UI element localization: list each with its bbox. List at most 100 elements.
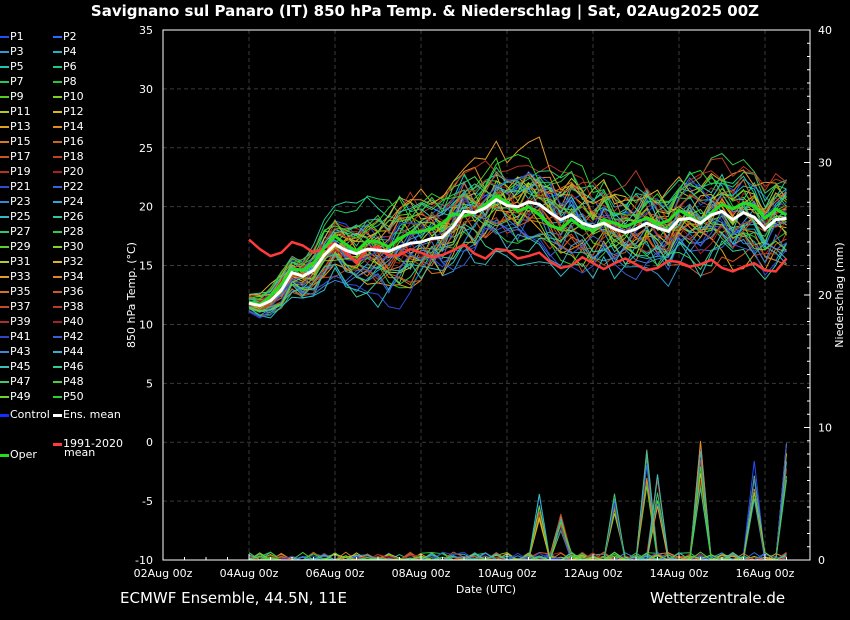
precip-line <box>249 466 787 561</box>
legend-item-p7: P7 <box>0 75 24 89</box>
legend-item-p15: P15 <box>0 135 31 149</box>
member-line <box>248 223 787 319</box>
legend-item-p39: P39 <box>0 315 31 329</box>
legend-swatch <box>0 336 9 338</box>
legend-item-p44: P44 <box>53 345 84 359</box>
legend-item-p33: P33 <box>0 270 31 284</box>
legend-item-p20: P20 <box>53 165 84 179</box>
legend-item-p32: P32 <box>53 255 84 269</box>
x-tick-label: 12Aug 00z <box>564 567 623 580</box>
legend-swatch <box>0 321 9 323</box>
legend-label: P44 <box>63 345 84 358</box>
legend-swatch <box>53 111 62 113</box>
legend-swatch <box>0 396 9 398</box>
legend-item-oper: Oper <box>0 448 37 462</box>
y-tick-label-right: 30 <box>818 157 832 170</box>
legend-item-p8: P8 <box>53 75 77 89</box>
legend-swatch <box>53 66 62 68</box>
legend-item-p23: P23 <box>0 195 31 209</box>
legend-label: Ens. mean <box>63 408 121 421</box>
legend-item-p49: P49 <box>0 390 31 404</box>
y-tick-label-right: 20 <box>818 289 832 302</box>
y-tick-label-left: 25 <box>139 142 153 155</box>
legend-item-p5: P5 <box>0 60 24 74</box>
x-tick-label: 02Aug 00z <box>134 567 193 580</box>
legend-label: P3 <box>10 45 24 58</box>
legend-item-p26: P26 <box>53 210 84 224</box>
legend-label: P24 <box>63 195 84 208</box>
y-tick-label-right: 40 <box>818 24 832 37</box>
legend-label: P36 <box>63 285 84 298</box>
legend-swatch <box>0 231 9 233</box>
y-tick-label-left: 35 <box>139 24 153 37</box>
legend-swatch <box>0 186 9 188</box>
legend-label: P15 <box>10 135 31 148</box>
legend-swatch <box>0 81 9 83</box>
legend-label: P49 <box>10 390 31 403</box>
footer-site: Wetterzentrale.de <box>650 589 786 607</box>
legend-swatch <box>53 351 62 353</box>
legend-swatch <box>53 336 62 338</box>
legend-swatch <box>0 351 9 353</box>
legend-swatch <box>53 276 62 278</box>
member-line <box>248 170 787 295</box>
legend-swatch <box>53 51 62 53</box>
legend-swatch <box>53 216 62 218</box>
member-line <box>248 205 787 311</box>
legend-item-p18: P18 <box>53 150 84 164</box>
legend-label-climate-mean: mean <box>64 446 96 459</box>
legend-swatch <box>53 141 62 143</box>
legend-item-p36: P36 <box>53 285 84 299</box>
legend-item-p6: P6 <box>53 60 77 74</box>
legend-item-p31: P31 <box>0 255 31 269</box>
x-tick-label: 06Aug 00z <box>306 567 365 580</box>
legend-swatch <box>0 51 9 53</box>
precip-line <box>249 451 787 561</box>
x-tick-label: 04Aug 00z <box>220 567 279 580</box>
legend-label: P21 <box>10 180 31 193</box>
legend-item-p17: P17 <box>0 150 31 164</box>
legend-label: P39 <box>10 315 31 328</box>
legend-label: P16 <box>63 135 84 148</box>
legend-item-p16: P16 <box>53 135 84 149</box>
legend-item-p43: P43 <box>0 345 31 359</box>
legend-swatch <box>53 246 62 248</box>
x-tick-label: 08Aug 00z <box>392 567 451 580</box>
legend-swatch <box>53 261 62 263</box>
y-tick-label-left: 0 <box>146 436 153 449</box>
y-tick-label-left: -5 <box>142 495 153 508</box>
legend-item-p14: P14 <box>53 120 84 134</box>
legend-label: P32 <box>63 255 84 268</box>
legend-swatch <box>53 396 62 398</box>
legend-item-p24: P24 <box>53 195 84 209</box>
legend-item-p30: P30 <box>53 240 84 254</box>
y-axis-label-right: Niederschlag (mm) <box>833 242 846 347</box>
legend-swatch <box>0 306 9 308</box>
y-tick-label-right: 10 <box>818 422 832 435</box>
legend-item-climate: 1991-2020 <box>53 437 123 451</box>
legend-item-p10: P10 <box>53 90 84 104</box>
legend-swatch <box>0 381 9 383</box>
legend-swatch <box>0 246 9 248</box>
legend-label: P48 <box>63 375 84 388</box>
legend-item-p42: P42 <box>53 330 84 344</box>
legend-item-p28: P28 <box>53 225 84 239</box>
legend-item-p45: P45 <box>0 360 31 374</box>
legend-item-ens-mean: Ens. mean <box>53 408 121 422</box>
legend-label: P11 <box>10 105 31 118</box>
legend-label: P12 <box>63 105 84 118</box>
legend-item-p12: P12 <box>53 105 84 119</box>
member-line <box>248 223 787 311</box>
member-line <box>248 199 787 313</box>
legend-label: P26 <box>63 210 84 223</box>
legend-swatch <box>53 321 62 323</box>
y-tick-label-left: 10 <box>139 318 153 331</box>
legend-item-p4: P4 <box>53 45 77 59</box>
legend-item-p40: P40 <box>53 315 84 329</box>
legend-item-control: Control <box>0 408 50 422</box>
legend-item-p9: P9 <box>0 90 24 104</box>
legend-swatch <box>0 276 9 278</box>
legend-label: P47 <box>10 375 31 388</box>
legend-label: P43 <box>10 345 31 358</box>
